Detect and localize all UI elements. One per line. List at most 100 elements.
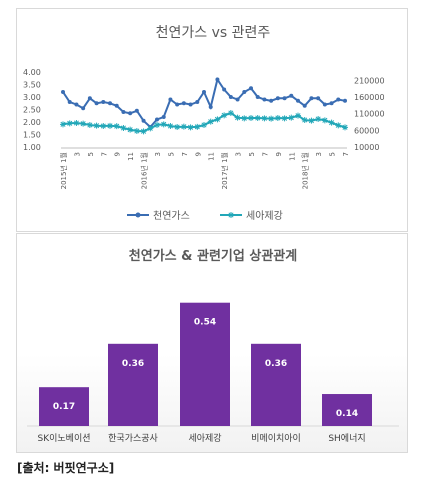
data-point bbox=[329, 101, 334, 106]
data-label: 0.17 bbox=[53, 402, 75, 412]
data-point bbox=[154, 122, 160, 128]
legend-marker bbox=[135, 212, 141, 218]
data-point bbox=[66, 120, 73, 127]
x-tick-label: 5 bbox=[167, 152, 175, 156]
source-label: [출처: 버핏연구소] bbox=[17, 461, 115, 475]
x-tick-label: 3 bbox=[315, 152, 323, 156]
category-label: 비메이치아이 bbox=[251, 432, 301, 444]
x-tick-label: 2017년 1월 bbox=[220, 152, 229, 189]
data-point bbox=[261, 115, 268, 122]
data-point bbox=[342, 124, 348, 131]
data-label: 0.36 bbox=[122, 359, 144, 369]
legend-label: 세아제강 bbox=[246, 210, 283, 222]
x-tick-label: 2016년 1월 bbox=[140, 152, 149, 189]
data-point bbox=[194, 123, 201, 130]
data-point bbox=[113, 123, 120, 130]
x-tick-label: 11 bbox=[208, 152, 216, 161]
data-point bbox=[227, 110, 234, 116]
y-left-tick-label: 3.50 bbox=[23, 81, 41, 90]
x-tick-label: 5 bbox=[329, 152, 337, 156]
category-label: 한국가스공사 bbox=[108, 433, 158, 444]
category-label: SK이노베이션 bbox=[37, 433, 90, 444]
data-point bbox=[281, 115, 288, 122]
x-tick-label: 3 bbox=[73, 152, 81, 156]
data-point bbox=[315, 116, 322, 122]
y-right-tick-label: 10000 bbox=[354, 143, 379, 152]
data-point bbox=[100, 123, 107, 129]
y-right-tick-label: 60000 bbox=[354, 126, 379, 135]
category-label: SH에너지 bbox=[328, 433, 365, 444]
data-point bbox=[221, 112, 228, 119]
data-point bbox=[296, 98, 300, 103]
chart-title: 천연가스 vs 관련주 bbox=[156, 25, 271, 41]
x-tick-label: 7 bbox=[100, 152, 108, 156]
data-point bbox=[167, 123, 174, 129]
data-point bbox=[181, 101, 186, 106]
bar bbox=[108, 343, 158, 426]
y-left-tick-label: 2.50 bbox=[23, 106, 41, 115]
data-point bbox=[322, 102, 327, 107]
x-tick-label: 5 bbox=[248, 152, 256, 156]
x-tick-label: 11 bbox=[127, 152, 135, 161]
y-left-tick-label: 4.00 bbox=[23, 68, 41, 77]
y-right-tick-label: 110000 bbox=[354, 110, 385, 119]
x-tick-label: 3 bbox=[154, 152, 162, 156]
bar bbox=[39, 387, 89, 426]
data-point bbox=[309, 96, 314, 101]
data-point bbox=[87, 96, 92, 101]
x-tick-label: 7 bbox=[342, 152, 350, 156]
data-point bbox=[235, 97, 240, 102]
data-point bbox=[262, 97, 267, 102]
y-right-tick-label: 160000 bbox=[354, 93, 385, 102]
data-point bbox=[180, 123, 187, 130]
x-tick-label: 2018년 1월 bbox=[301, 152, 310, 189]
data-point bbox=[160, 121, 167, 128]
data-point bbox=[114, 103, 119, 108]
data-point bbox=[255, 95, 260, 99]
data-point bbox=[168, 97, 173, 102]
data-point bbox=[155, 117, 159, 122]
data-point bbox=[301, 117, 308, 123]
chart-title: 천연가스 & 관련기업 상관관계 bbox=[129, 248, 297, 264]
y-left-tick-label: 3.00 bbox=[23, 93, 41, 102]
data-label: 0.36 bbox=[265, 359, 287, 369]
x-tick-label: 9 bbox=[194, 152, 202, 156]
x-tick-label: 7 bbox=[261, 152, 269, 156]
data-point bbox=[201, 122, 207, 128]
bar bbox=[322, 394, 372, 426]
data-point bbox=[140, 128, 147, 135]
data-point bbox=[289, 93, 294, 98]
data-point bbox=[121, 110, 126, 114]
data-point bbox=[234, 114, 241, 121]
data-point bbox=[275, 96, 280, 101]
data-point bbox=[202, 90, 206, 94]
data-point bbox=[67, 100, 72, 104]
data-point bbox=[222, 87, 227, 92]
legend-label: 천연가스 bbox=[153, 210, 190, 222]
x-tick-label: 2015년 1월 bbox=[59, 152, 68, 189]
bar bbox=[251, 343, 301, 426]
data-point bbox=[195, 100, 200, 104]
data-point bbox=[61, 90, 65, 94]
x-tick-label: 11 bbox=[288, 152, 296, 161]
x-tick-label: 9 bbox=[275, 152, 283, 156]
data-point bbox=[242, 90, 247, 94]
data-point bbox=[321, 117, 328, 124]
data-point bbox=[127, 126, 134, 133]
data-point bbox=[94, 101, 99, 106]
data-point bbox=[207, 118, 214, 125]
data-point bbox=[308, 117, 315, 124]
data-point bbox=[74, 102, 79, 107]
bar-chart: 천연가스 & 관련기업 상관관계 0.17 SK이노베이션 0.36 한국가스공사 0.5… bbox=[27, 248, 399, 444]
bar-chart-panel: 천연가스 & 관련기업 상관관계 0.17 SK이노베이션 0.36 한국가스공사 0.5… bbox=[16, 233, 408, 453]
data-point bbox=[215, 77, 220, 82]
data-point bbox=[141, 118, 146, 123]
bar bbox=[180, 302, 230, 426]
x-tick-label: 9 bbox=[114, 152, 122, 156]
y-left-tick-label: 1.00 bbox=[23, 143, 41, 152]
data-point bbox=[249, 86, 253, 91]
data-point bbox=[93, 122, 100, 129]
legend-marker bbox=[228, 212, 234, 218]
data-point bbox=[188, 102, 193, 107]
data-point bbox=[336, 97, 341, 102]
